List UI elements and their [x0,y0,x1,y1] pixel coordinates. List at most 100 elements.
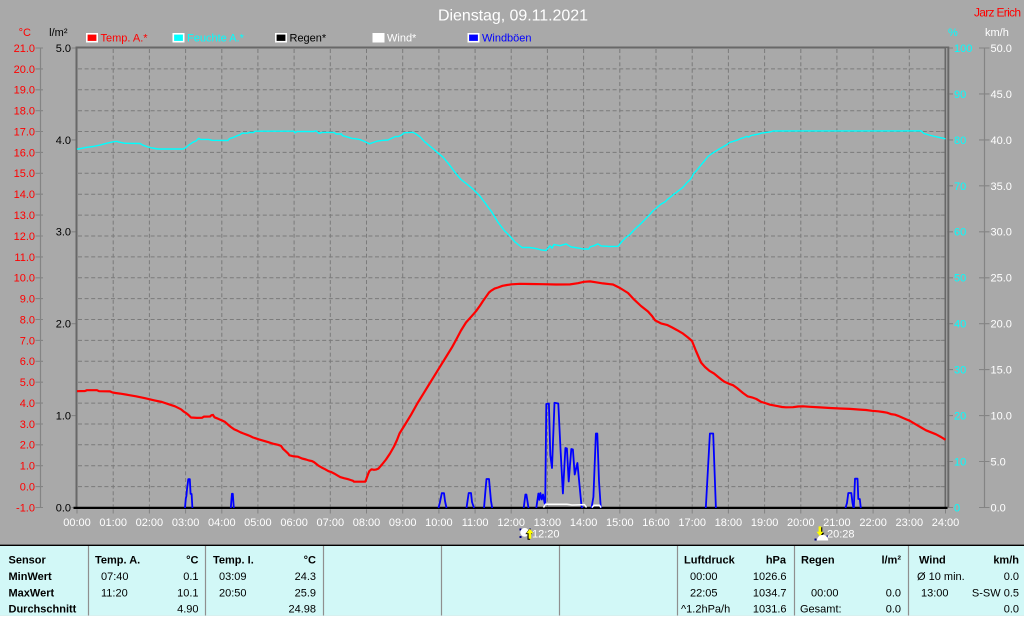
svg-text:Dienstag, 09.11.2021: Dienstag, 09.11.2021 [438,8,588,25]
svg-text:Jarz Erich: Jarz Erich [974,6,1021,20]
svg-text:21.0: 21.0 [14,43,35,55]
svg-text:1031.6: 1031.6 [753,604,787,616]
svg-text:Temp. A.*: Temp. A.* [101,33,149,45]
svg-text:Wind*: Wind* [387,33,417,45]
svg-text:0.0: 0.0 [1004,604,1019,616]
svg-text:13:00: 13:00 [921,587,949,599]
svg-text:%: % [948,27,958,39]
svg-text:Temp. A.: Temp. A. [95,555,140,567]
svg-text:0.0: 0.0 [886,604,901,616]
svg-text:15.0: 15.0 [14,168,35,180]
svg-text:0.1: 0.1 [183,571,198,583]
svg-text:02:00: 02:00 [136,517,164,529]
svg-text:10:00: 10:00 [425,517,453,529]
svg-text:13:00: 13:00 [534,517,562,529]
svg-text:20: 20 [954,411,966,423]
svg-text:1034.7: 1034.7 [753,587,787,599]
svg-text:°C: °C [304,555,316,567]
svg-text:05:00: 05:00 [244,517,272,529]
svg-text:8.0: 8.0 [20,314,35,326]
svg-text:Temp. I.: Temp. I. [213,555,254,567]
svg-text:^1.2hPa/h: ^1.2hPa/h [681,604,730,616]
svg-text:11:00: 11:00 [462,517,489,529]
svg-text:30: 30 [954,365,966,377]
svg-text:2.0: 2.0 [56,319,71,331]
svg-text:S-SW 0.5: S-SW 0.5 [972,587,1019,599]
svg-text:03:00: 03:00 [172,517,200,529]
svg-text:18:00: 18:00 [715,517,743,529]
svg-text:12:00: 12:00 [497,517,525,529]
svg-text:20:50: 20:50 [219,587,247,599]
svg-text:0.0: 0.0 [20,482,35,494]
svg-text:14:00: 14:00 [570,517,598,529]
svg-text:17:00: 17:00 [678,517,706,529]
svg-text:4.90: 4.90 [177,604,198,616]
svg-text:21:00: 21:00 [823,517,851,529]
svg-text:24:00: 24:00 [932,517,960,529]
svg-text:07:00: 07:00 [317,517,345,529]
svg-text:12.0: 12.0 [14,231,35,243]
svg-text:10.1: 10.1 [177,587,198,599]
svg-text:23:00: 23:00 [896,517,924,529]
svg-text:35.0: 35.0 [991,181,1012,193]
svg-text:00:00: 00:00 [690,571,718,583]
svg-text:15.0: 15.0 [991,365,1012,377]
svg-text:04:00: 04:00 [208,517,236,529]
svg-text:10: 10 [954,456,966,468]
svg-text:°C: °C [19,27,31,39]
svg-text:15:00: 15:00 [606,517,634,529]
svg-text:20:00: 20:00 [787,517,815,529]
svg-text:Regen: Regen [801,555,835,567]
svg-text:25.0: 25.0 [991,273,1012,285]
svg-text:5.0: 5.0 [56,43,71,55]
svg-text:5.0: 5.0 [20,377,35,389]
svg-text:16.0: 16.0 [14,147,35,159]
svg-text:13.0: 13.0 [14,210,35,222]
svg-text:Luftdruck: Luftdruck [684,555,736,567]
svg-text:km/h: km/h [993,555,1019,567]
svg-text:7.0: 7.0 [20,335,35,347]
svg-text:19.0: 19.0 [14,85,35,97]
svg-text:Regen*: Regen* [290,33,327,45]
svg-text:0.0: 0.0 [886,587,901,599]
svg-text:1026.6: 1026.6 [753,571,787,583]
svg-text:19:00: 19:00 [751,517,779,529]
svg-text:14.0: 14.0 [14,189,35,201]
svg-text:10.0: 10.0 [14,273,35,285]
svg-text:0.0: 0.0 [991,502,1006,514]
svg-text:1.0: 1.0 [56,411,71,423]
svg-text:01:00: 01:00 [99,517,127,529]
svg-text:11.0: 11.0 [14,252,35,264]
svg-text:20:28: 20:28 [827,529,855,541]
svg-text:km/h: km/h [985,27,1009,39]
svg-text:0.0: 0.0 [56,502,71,514]
svg-text:Feuchte A.*: Feuchte A.* [187,33,245,45]
svg-text:40: 40 [954,319,966,331]
svg-text:9.0: 9.0 [20,294,35,306]
svg-text:03:09: 03:09 [219,571,247,583]
svg-text:17.0: 17.0 [14,126,35,138]
svg-text:24.98: 24.98 [288,604,316,616]
svg-text:4.0: 4.0 [20,398,35,410]
svg-text:2.0: 2.0 [20,440,35,452]
svg-text:Windböen: Windböen [482,33,532,45]
svg-text:12:20: 12:20 [532,529,560,541]
svg-text:30.0: 30.0 [991,227,1012,239]
svg-text:MaxWert: MaxWert [9,587,55,599]
svg-text:Sensor: Sensor [9,555,47,567]
svg-text:22:05: 22:05 [690,587,718,599]
svg-text:25.9: 25.9 [295,587,316,599]
svg-text:Ø 10 min.: Ø 10 min. [917,571,965,583]
svg-text:4.0: 4.0 [56,135,71,147]
svg-text:18.0: 18.0 [14,106,35,118]
svg-text:MinWert: MinWert [9,571,53,583]
svg-text:50.0: 50.0 [991,43,1012,55]
svg-text:l/m²: l/m² [881,555,901,567]
svg-text:6.0: 6.0 [20,356,35,368]
svg-text:70: 70 [954,181,966,193]
svg-text:Wind: Wind [919,555,946,567]
svg-text:40.0: 40.0 [991,135,1012,147]
svg-text:5.0: 5.0 [991,456,1006,468]
svg-text:22:00: 22:00 [859,517,887,529]
svg-text:20.0: 20.0 [14,64,35,76]
